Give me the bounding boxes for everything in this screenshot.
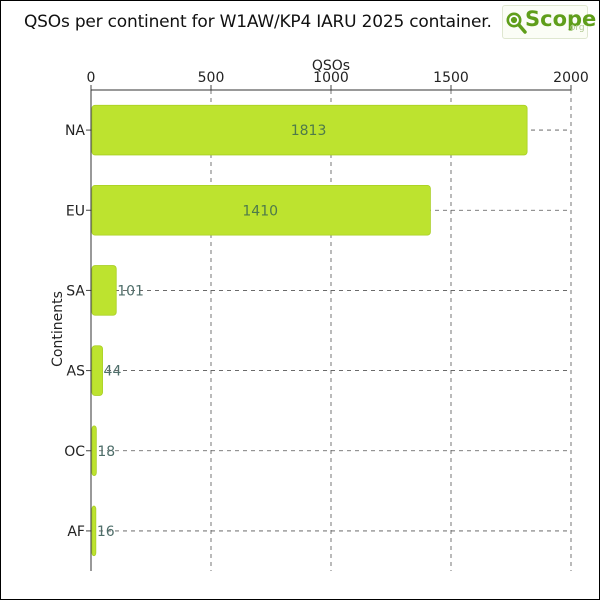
- bar-oc: [91, 425, 97, 477]
- x-tick-label: 1500: [433, 70, 469, 86]
- axes: 0 500 1000 1500 2000 NA EU SA AS OC AF: [64, 70, 589, 571]
- x-axis-label: QSOs: [312, 58, 350, 74]
- magnifier-q-icon: [506, 12, 527, 34]
- bars: [91, 104, 528, 557]
- logo-text: Scope: [525, 7, 597, 31]
- y-tick-label: NA: [65, 123, 85, 139]
- data-labels: 1813 1410 101 44 18 16: [97, 123, 327, 540]
- logo-suffix: .org: [567, 23, 585, 33]
- bar-na: [91, 104, 528, 156]
- data-label-sa: 101: [117, 283, 144, 299]
- qscope-logo: Scope .org: [502, 5, 596, 39]
- x-tick-label: 1000: [313, 70, 349, 86]
- data-label-oc: 18: [97, 444, 115, 460]
- y-tick-label: SA: [66, 283, 85, 299]
- chart-title: QSOs per continent for W1AW/KP4 IARU 202…: [24, 12, 492, 32]
- data-label-eu: 1410: [242, 203, 278, 219]
- y-tick-label: OC: [64, 444, 85, 460]
- y-tick-label: EU: [66, 203, 85, 219]
- bar-sa: [91, 265, 117, 316]
- data-label-na: 1813: [291, 123, 327, 139]
- y-tick-label: AS: [67, 364, 86, 380]
- y-axis-label: Continents: [50, 291, 66, 367]
- x-tick-label: 0: [87, 70, 96, 86]
- x-tick-label: 2000: [553, 70, 589, 86]
- x-tick-label: 500: [198, 70, 225, 86]
- bar-as: [91, 345, 103, 396]
- bar-eu: [91, 184, 431, 236]
- data-label-af: 16: [97, 524, 115, 540]
- bar-af: [91, 505, 97, 557]
- grid-lines: [91, 90, 572, 571]
- y-tick-label: AF: [67, 524, 85, 540]
- data-label-as: 44: [104, 364, 122, 380]
